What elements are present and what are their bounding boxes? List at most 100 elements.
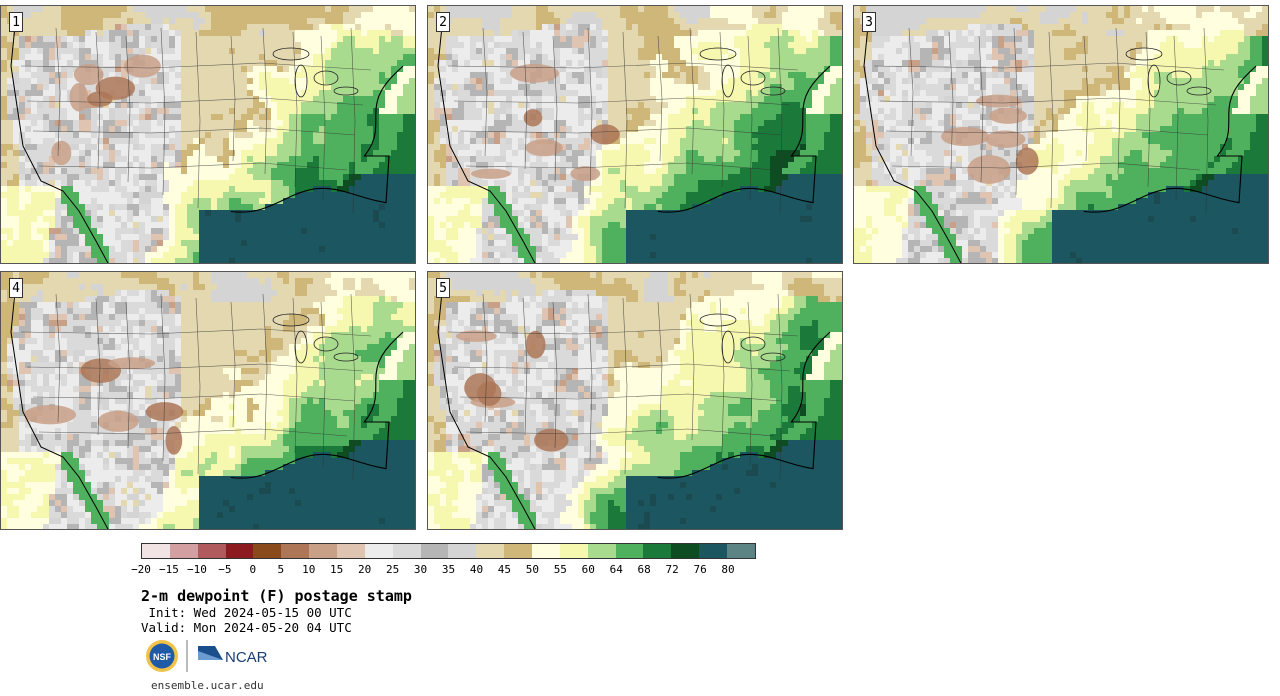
west-coastline [10,291,109,529]
colorbar-swatch [392,544,421,558]
west-coastline [437,25,536,263]
great-lakes [1125,47,1212,98]
colorbar-swatch [587,544,616,558]
dewpoint-colorbar [141,543,756,559]
postage-stamp-panel-1: 1 [0,5,416,264]
colorbar-tick-label: 25 [385,563,400,576]
colorbar-tick-label: 76 [693,563,707,576]
colorbar-tick-label: −20 [131,563,151,576]
site-url: ensemble.ucar.edu [151,679,264,692]
dewpoint-field [428,6,842,263]
colorbar-tick-label: 0 [249,563,257,576]
panel-number-label: 5 [436,278,450,298]
colorbar-swatch [671,544,700,558]
figure-title: 2-m dewpoint (F) postage stamp [141,587,412,605]
dewpoint-map [428,272,842,529]
colorbar-swatch [476,544,505,558]
dewpoint-map [428,6,842,263]
colorbar-tick-label: 45 [497,563,512,576]
colorbar-tick-label: 10 [302,563,316,576]
colorbar-tick-label: 5 [277,563,285,576]
postage-stamp-panel-4: 4 [0,271,416,530]
dry-pockets [24,357,184,455]
colorbar-swatch [420,544,449,558]
colorbar-swatch [169,544,198,558]
great-lakes [272,313,359,364]
colorbar-swatch [699,544,728,558]
panel-number-label: 1 [9,12,23,32]
dewpoint-field [428,272,842,529]
great-lakes [699,313,786,364]
coastline [230,331,404,479]
colorbar-tick-label: −5 [218,563,232,576]
colorbar-swatch [337,544,365,558]
colorbar-swatch [615,544,644,558]
state-boundaries [20,293,372,480]
postage-stamp-panel-2: 2 [427,5,843,264]
ncar-logo-icon: NCAR [198,646,268,666]
postage-stamp-panel-5: 5 [427,271,843,530]
dewpoint-field [1,272,415,529]
coastline [657,65,831,213]
ncar-logo-text: NCAR [225,649,268,666]
colorbar-tick-label: 35 [441,563,456,576]
coastline [230,65,404,213]
panel-number-label: 4 [9,278,23,298]
dewpoint-map [854,6,1268,263]
coastline [1083,65,1257,213]
colorbar-tick-label: 72 [665,563,679,576]
colorbar-swatch [197,544,226,558]
colorbar-tick-labels: −20 −15 −10 −5 0 5 10 15 20 25 30 35 40 45 50 55 60 64 68 7… [131,563,756,577]
panel-number-label: 3 [862,12,876,32]
init-time: Init: Wed 2024-05-15 00 UTC [141,605,352,620]
colorbar-swatch [504,544,533,558]
colorbar-swatch [225,544,254,558]
dry-pockets [51,54,161,166]
colorbar-tick-label: 20 [358,563,372,576]
colorbar-swatch [142,544,170,558]
valid-time: Valid: Mon 2024-05-20 04 UTC [141,620,352,635]
dewpoint-field [1,6,415,263]
colorbar-tick-label: 15 [330,563,344,576]
colorbar-swatch [532,544,560,558]
dewpoint-map [1,6,415,263]
state-boundaries [447,293,799,480]
colorbar-tick-label: −10 [186,563,207,576]
colorbar-tick-label: 50 [525,563,539,576]
west-coastline [863,25,962,263]
panel-number-label: 2 [436,12,450,32]
colorbar-swatch [727,544,755,558]
logos: NSF NCAR [146,640,268,672]
colorbar-swatch [448,544,477,558]
west-coastline [10,25,109,263]
dry-pockets [455,330,569,452]
colorbar-swatch [643,544,672,558]
dewpoint-map [1,272,415,529]
colorbar-swatch [364,544,393,558]
colorbar-tick-label: 40 [469,563,484,576]
postage-stamp-panel-3: 3 [853,5,1269,264]
west-coastline [437,291,536,529]
state-boundaries [873,27,1225,214]
colorbar-tick-label: 64 [609,563,623,576]
colorbar-tick-label: 55 [553,563,567,576]
dewpoint-field [854,6,1268,263]
state-boundaries [20,27,372,214]
coastline [657,331,831,479]
dry-pockets [470,64,620,182]
nsf-logo-text: NSF [153,652,172,662]
nsf-logo-icon: NSF [146,640,178,672]
dry-pockets [941,94,1039,184]
great-lakes [272,47,359,98]
colorbar-tick-label: 68 [637,563,651,576]
colorbar-swatch [309,544,338,558]
colorbar-tick-label: −15 [159,563,179,576]
great-lakes [699,47,786,98]
colorbar-swatch [253,544,282,558]
colorbar-tick-label: 60 [581,563,595,576]
state-boundaries [447,27,799,214]
colorbar-tick-label: 80 [721,563,735,576]
colorbar-swatch [281,544,310,558]
colorbar-tick-label: 30 [413,563,428,576]
colorbar-swatch [559,544,588,558]
